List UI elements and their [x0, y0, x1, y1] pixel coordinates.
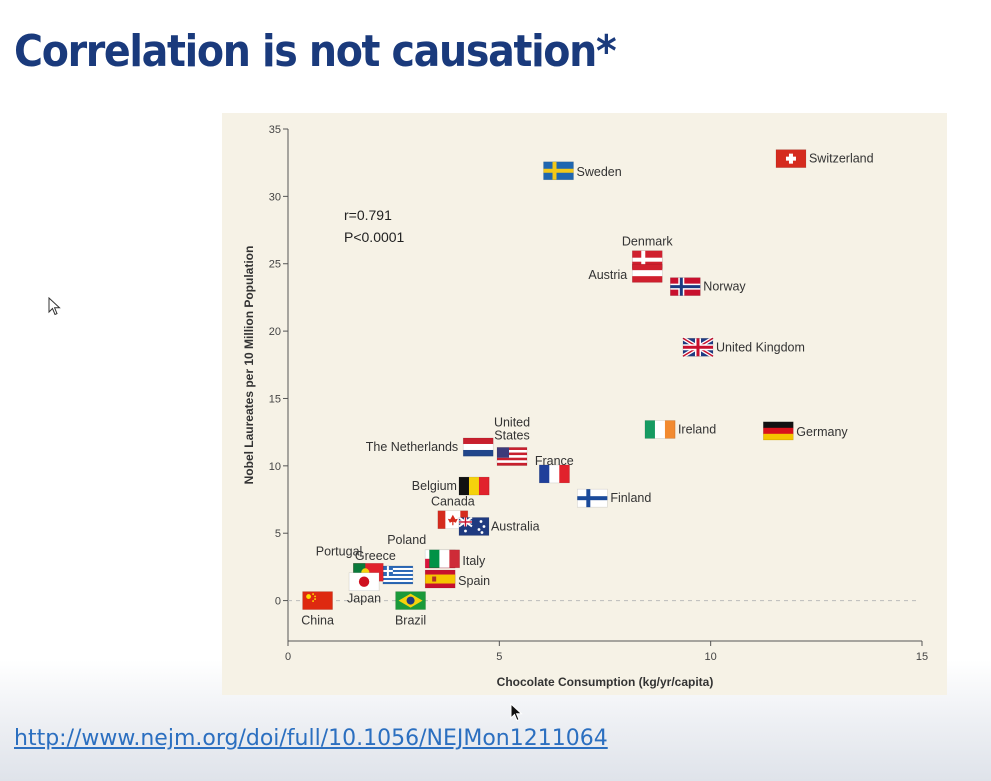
mouse-pointer-icon: [510, 703, 523, 722]
y-tick-label: 5: [275, 528, 281, 540]
point-label: Spain: [458, 574, 490, 588]
y-tick-label: 35: [269, 124, 281, 136]
flag-finland: [577, 488, 608, 508]
point-label: Brazil: [395, 614, 426, 628]
flag-china: [302, 591, 333, 610]
flag-switzerland: [775, 149, 807, 168]
y-tick-label: 15: [269, 393, 281, 405]
flag-italy: [429, 549, 460, 569]
flag-greece: [382, 565, 414, 585]
flag-sweden: [543, 161, 574, 181]
flag-spain: [424, 569, 456, 589]
flag-brazil: [395, 591, 426, 610]
point-label: The Netherlands: [366, 440, 458, 454]
point-label: Austria: [588, 268, 627, 282]
point-label: Canada: [431, 495, 475, 509]
y-tick-label: 10: [269, 461, 281, 473]
x-tick-label: 0: [285, 651, 291, 663]
point-label: Finland: [610, 491, 651, 505]
point-label: Germany: [796, 425, 848, 439]
point-label: United Kingdom: [716, 340, 805, 354]
point-label: Norway: [703, 280, 746, 294]
correlation-r: r=0.791: [344, 207, 392, 223]
point-label: Portugal: [316, 544, 363, 558]
point-label: States: [494, 428, 529, 442]
flag-japan: [348, 572, 380, 592]
y-tick-label: 25: [269, 259, 281, 271]
flag-australia: [458, 516, 490, 536]
point-label: France: [535, 454, 574, 468]
x-axis-label: Chocolate Consumption (kg/yr/capita): [497, 675, 714, 689]
point-label: Japan: [347, 592, 381, 606]
x-tick-label: 10: [705, 651, 717, 663]
flag-germany: [762, 421, 794, 441]
flag-austria: [631, 263, 663, 283]
point-label: Sweden: [577, 165, 622, 179]
y-tick-label: 0: [275, 596, 281, 608]
point-label: China: [301, 614, 334, 628]
x-tick-label: 5: [496, 651, 502, 663]
flag-usa: [496, 447, 528, 466]
flag-france: [538, 464, 570, 484]
chart-panel: 0 5 10 15 20 25 30 35 0 5 10 15 Chocolate Consumptio…: [222, 113, 947, 695]
x-tick-label: 15: [916, 651, 928, 663]
point-label: Greece: [355, 549, 396, 563]
y-axis-label: Nobel Laureates per 10 Million Populatio…: [242, 246, 256, 485]
y-tick-label: 20: [269, 326, 281, 338]
point-label: United: [494, 415, 530, 429]
point-label: Ireland: [678, 422, 716, 436]
point-label: Belgium: [412, 479, 457, 493]
point-label: Australia: [491, 519, 540, 533]
flag-netherlands: [462, 437, 494, 457]
flag-uk: [681, 336, 715, 358]
slide-title: Correlation is not causation*: [14, 26, 617, 77]
y-tick-label: 30: [269, 191, 281, 203]
flag-belgium: [458, 476, 490, 496]
mouse-pointer-icon: [48, 297, 61, 316]
point-label: Poland: [387, 533, 426, 547]
scatter-chart: 0 5 10 15 20 25 30 35 0 5 10 15 Chocolate Consumptio…: [242, 124, 928, 689]
correlation-p: P<0.0001: [344, 229, 405, 245]
point-label: Denmark: [622, 235, 673, 249]
point-label: Italy: [462, 554, 486, 568]
source-link[interactable]: http://www.nejm.org/doi/full/10.1056/NEJ…: [14, 726, 608, 751]
flag-norway: [670, 277, 701, 296]
flag-ireland: [644, 420, 676, 439]
point-label: Switzerland: [809, 152, 874, 166]
